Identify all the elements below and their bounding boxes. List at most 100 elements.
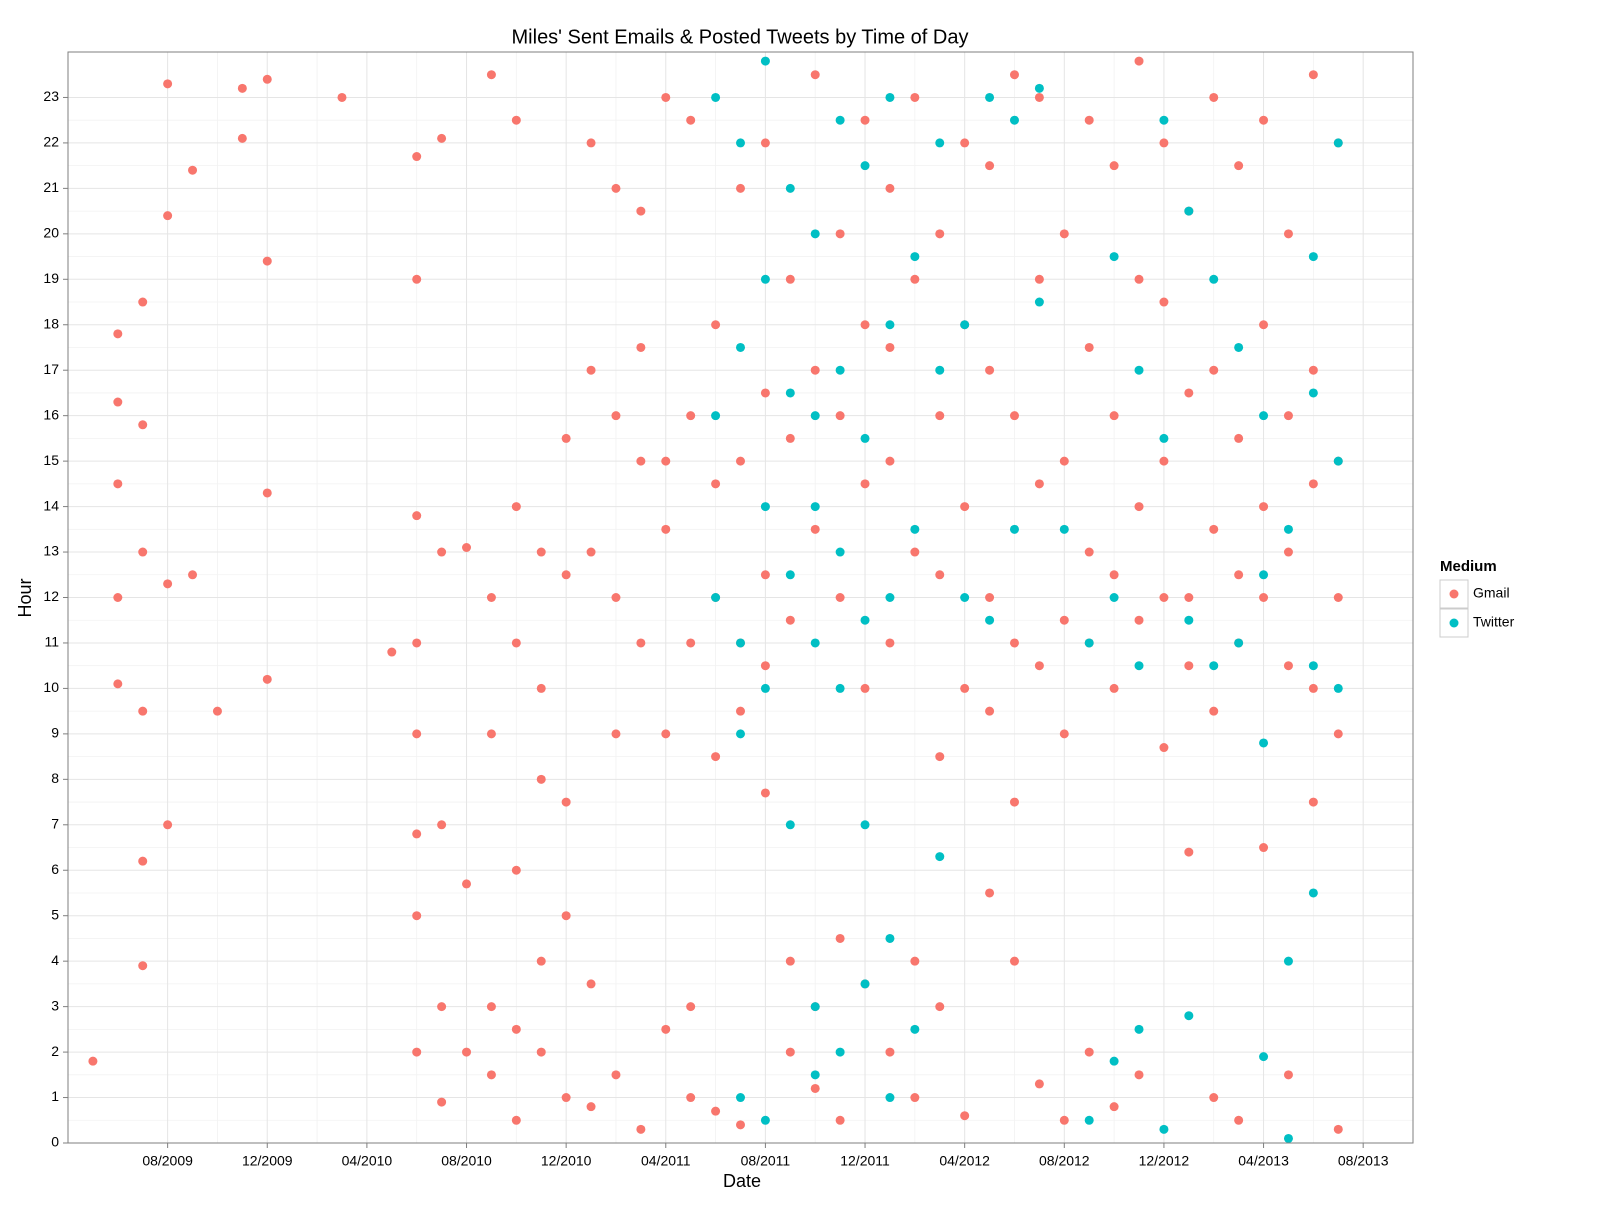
x-tick-label: 08/2010 [441, 1153, 492, 1169]
point [935, 752, 945, 762]
legend-marker [1449, 589, 1459, 599]
point [736, 1093, 745, 1103]
point [736, 706, 745, 716]
point [412, 511, 422, 521]
point [561, 570, 571, 580]
x-tick-label: 08/2011 [741, 1153, 791, 1169]
point [785, 388, 795, 398]
point [985, 888, 995, 898]
point [1209, 92, 1219, 102]
point [437, 1002, 447, 1012]
point [1283, 956, 1293, 966]
point [1333, 1124, 1343, 1134]
point [810, 502, 820, 512]
point [1259, 738, 1269, 748]
point [810, 70, 820, 80]
point [586, 1102, 596, 1112]
point [1209, 706, 1219, 716]
point [935, 229, 945, 239]
point [985, 92, 995, 102]
point [138, 856, 148, 866]
y-axis-title: Hour [15, 578, 35, 617]
point [1034, 92, 1044, 102]
y-tick-label: 18 [43, 315, 59, 331]
chart-title: Miles' Sent Emails & Posted Tweets by Ti… [512, 26, 969, 48]
point [536, 1047, 546, 1057]
point [636, 206, 646, 216]
point [686, 1093, 696, 1103]
point [511, 1024, 521, 1034]
point [636, 456, 646, 466]
point [561, 797, 571, 807]
point [785, 1047, 795, 1057]
point [1308, 70, 1318, 80]
point [138, 706, 148, 716]
legend-label: Twitter [1473, 614, 1515, 630]
point [262, 74, 272, 84]
point [910, 252, 920, 262]
point [736, 729, 745, 739]
point [885, 933, 895, 943]
point [711, 479, 721, 489]
point [835, 1047, 845, 1057]
y-tick-label: 7 [51, 815, 59, 831]
point [611, 1070, 621, 1080]
point [885, 342, 895, 352]
point [1184, 1011, 1194, 1021]
point [636, 638, 646, 648]
point [1184, 206, 1194, 216]
point [1034, 479, 1044, 489]
point [1159, 456, 1169, 466]
y-tick-label: 0 [51, 1134, 59, 1150]
point [910, 1024, 920, 1034]
x-tick-label: 12/2011 [840, 1153, 890, 1169]
point [960, 320, 970, 330]
point [1009, 524, 1019, 534]
point [412, 274, 422, 284]
point [885, 593, 895, 602]
point [711, 1106, 721, 1116]
point [412, 911, 422, 921]
x-tick-label: 12/2010 [541, 1153, 592, 1169]
point [885, 183, 895, 193]
legend: Medium Gmail Twitter [1439, 558, 1515, 638]
point [860, 979, 870, 989]
point [1234, 342, 1244, 352]
point [785, 820, 795, 830]
point [1308, 479, 1318, 489]
point [835, 411, 845, 421]
point [188, 570, 198, 580]
point [760, 502, 770, 512]
point [1084, 1047, 1094, 1057]
point [486, 729, 496, 739]
point [1159, 593, 1169, 602]
point [1109, 252, 1119, 262]
point [1034, 661, 1044, 671]
point [736, 1120, 745, 1130]
point [1308, 797, 1318, 807]
point [511, 115, 521, 125]
point [511, 638, 521, 648]
point [1308, 365, 1318, 375]
point [636, 342, 646, 352]
point [785, 615, 795, 625]
point [835, 547, 845, 557]
y-tick-label: 13 [43, 543, 59, 559]
point [960, 1111, 970, 1121]
point [1109, 570, 1119, 580]
point [935, 570, 945, 580]
point [511, 1115, 521, 1125]
point [860, 115, 870, 125]
point [1159, 1124, 1169, 1134]
point [1333, 729, 1343, 739]
y-tick-label: 19 [43, 270, 59, 286]
point [1234, 433, 1244, 443]
point [935, 365, 945, 375]
point [910, 274, 920, 284]
point [1134, 615, 1144, 625]
point [810, 229, 820, 239]
point [486, 1002, 496, 1012]
point [611, 411, 621, 421]
point [860, 161, 870, 171]
point [1034, 297, 1044, 307]
